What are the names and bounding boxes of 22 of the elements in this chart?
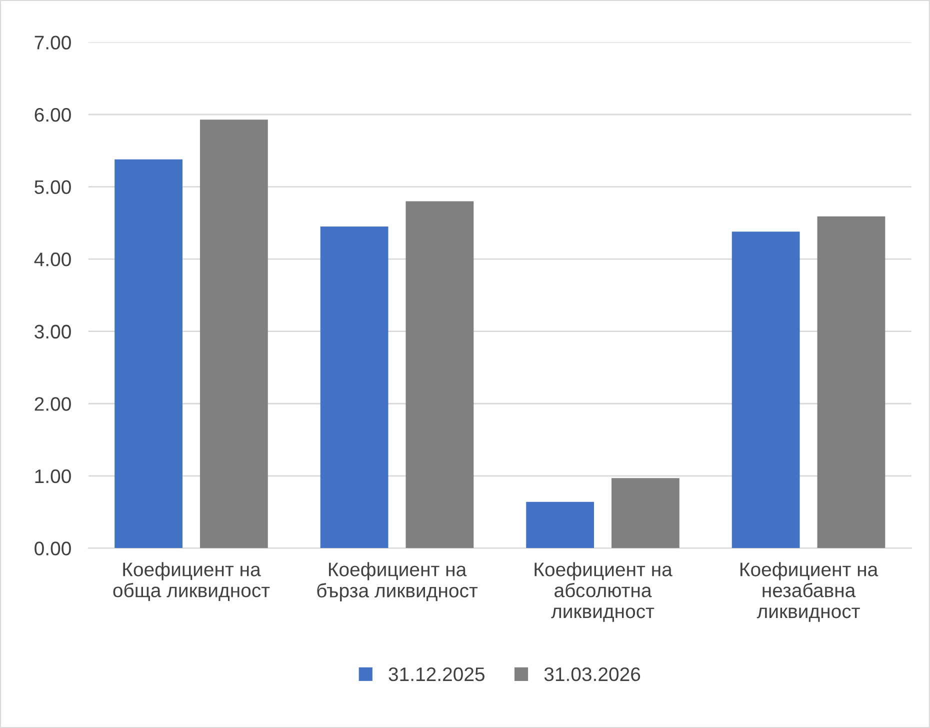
x-tick-label: Коефициент на бърза ликвидност <box>317 562 478 602</box>
bar <box>612 478 680 548</box>
bar <box>526 502 594 548</box>
bar <box>817 216 886 548</box>
y-tick-label: 1.00 <box>35 469 71 484</box>
bar <box>114 159 182 548</box>
y-tick-label: 7.00 <box>34 36 71 50</box>
y-tick-label: 0.00 <box>34 542 71 556</box>
bar <box>406 201 474 548</box>
y-tick-label: 5.00 <box>34 180 71 194</box>
legend-label: 31.12.2025 <box>388 667 484 682</box>
y-tick-label: 6.00 <box>34 108 71 122</box>
y-tick-label: 3.00 <box>34 324 71 339</box>
bar <box>200 120 268 548</box>
bar <box>320 226 388 548</box>
legend-label: 31.03.2026 <box>544 667 640 682</box>
y-tick-label: 2.00 <box>34 397 71 411</box>
y-tick-label: 4.00 <box>34 252 71 266</box>
bar <box>732 232 800 548</box>
x-tick-label: Коефициент на абсолютна ликвидност <box>534 562 672 622</box>
x-tick-label: Коефициент на обща ликвидност <box>113 562 270 601</box>
x-tick-label: Коефициент на незабавна ликвидност <box>740 562 878 622</box>
